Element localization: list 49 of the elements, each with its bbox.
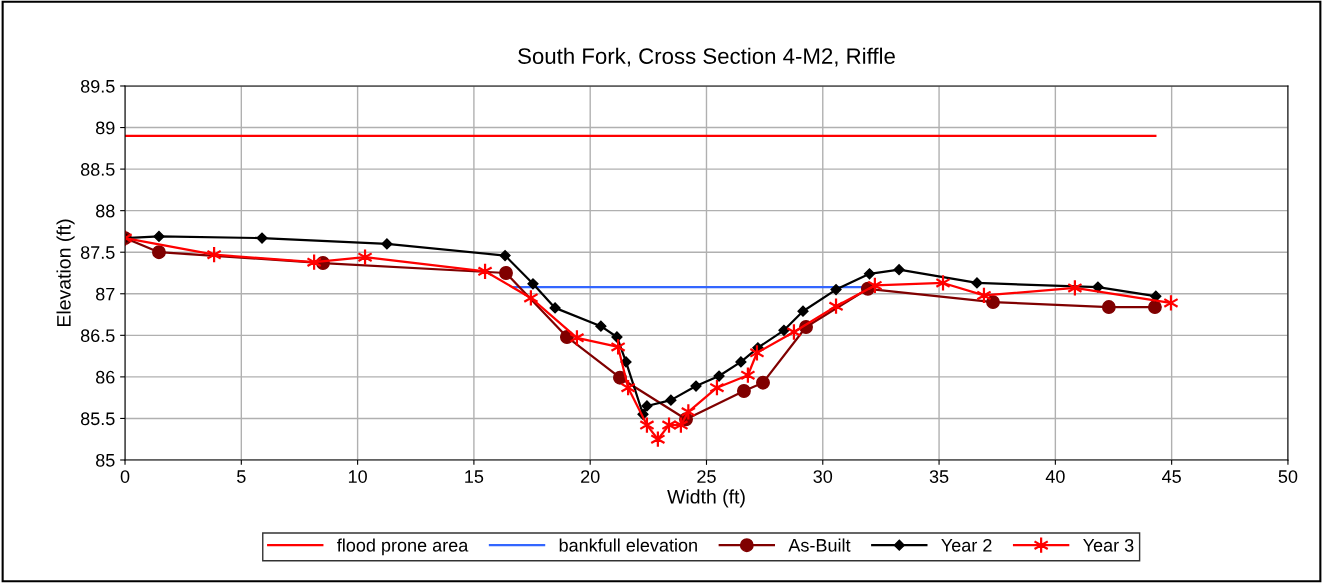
point [499,266,513,280]
x-tick-label: 20 [581,470,600,483]
legend-label: bankfull elevation [559,538,697,552]
point [153,230,165,243]
chart-title: South Fork, Cross Section 4-M2, Riffle [518,47,895,67]
point [830,284,842,296]
point [527,278,539,290]
y-tick-label: 87 [96,287,115,301]
point [778,324,790,336]
point [735,356,747,368]
x-tick-label: 30 [813,470,833,483]
legend-label: As-Built [788,538,851,552]
y-tick-label: 87.5 [80,246,115,259]
point [1147,300,1162,315]
legend-label: flood prone area [337,538,469,556]
x-tick-label: 25 [697,470,716,483]
y-axis-title: Elevation (ft) [56,219,75,326]
point [797,305,809,317]
x-tick-label: 5 [237,470,246,483]
point [665,394,677,406]
y-tick-label: 88 [96,204,115,218]
y-tick-label: 88.5 [80,163,115,176]
y-tick-label: 89 [96,121,115,135]
point [756,375,770,390]
point [893,264,905,276]
point [381,238,393,250]
y-tick-label: 85.5 [80,412,115,426]
x-tick-label: 10 [348,470,367,483]
y-tick-label: 86.5 [80,329,115,343]
x-tick-label: 15 [465,470,484,483]
y-tick-label: 86 [96,370,115,384]
point [549,302,561,314]
point [986,295,1000,310]
point [863,268,876,280]
x-tick-label: 50 [1278,470,1298,483]
legend-label: Year 3 [1083,538,1134,552]
x-tick-label: 35 [929,470,949,483]
x-tick-label: 0 [120,470,130,483]
point [152,245,166,260]
y-tick-label: 89.5 [80,79,115,93]
y-tick-label: 85 [96,453,115,467]
point [1101,300,1116,315]
x-axis-title: Width (ft) [667,489,745,508]
legend-label: Year 2 [941,538,992,552]
point [736,384,751,398]
x-tick-label: 45 [1162,470,1181,483]
point [499,249,511,262]
x-tick-label: 40 [1045,470,1065,483]
point [595,320,607,332]
